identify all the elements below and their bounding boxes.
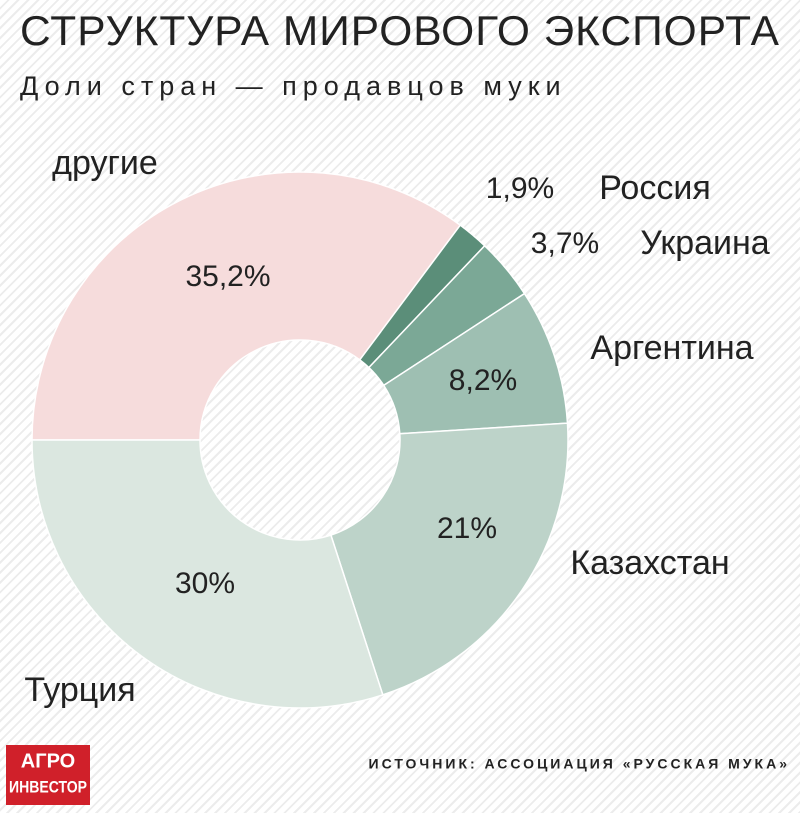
value-label: 3,7% bbox=[531, 227, 599, 260]
value-label: 21% bbox=[437, 512, 497, 545]
chart-title: СТРУКТУРА МИРОВОГО ЭКСПОРТА bbox=[20, 7, 780, 54]
donut-slice bbox=[31, 171, 462, 441]
category-label: Аргентина bbox=[590, 329, 753, 367]
value-label: 30% bbox=[175, 567, 235, 600]
category-label: Казахстан bbox=[570, 544, 729, 582]
category-label: Россия bbox=[599, 169, 711, 207]
category-label: Турция bbox=[24, 671, 135, 709]
category-label: другие bbox=[52, 144, 158, 182]
value-label: 8,2% bbox=[449, 364, 517, 397]
donut-slice bbox=[329, 422, 569, 696]
logo-text: АГРО bbox=[21, 750, 75, 772]
source: ИСТОЧНИК: АССОЦИАЦИЯ «РУССКАЯ МУКА» bbox=[369, 756, 790, 772]
logo-box bbox=[6, 745, 90, 805]
value-label: 35,2% bbox=[185, 260, 270, 293]
logo-text: ИНВЕСТОР bbox=[9, 777, 87, 796]
category-label: Украина bbox=[640, 224, 770, 262]
donut-slice bbox=[31, 439, 384, 709]
chart-subtitle: Доли стран — продавцов муки bbox=[20, 71, 567, 101]
value-label: 1,9% bbox=[486, 172, 554, 205]
